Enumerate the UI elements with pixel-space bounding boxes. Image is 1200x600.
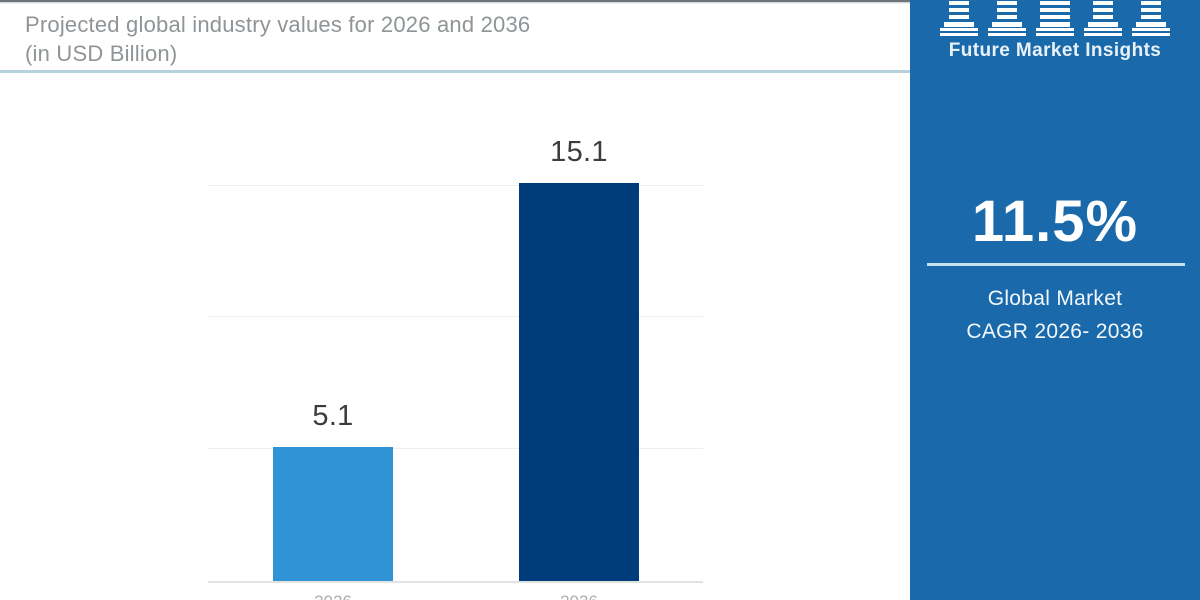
x-axis-label-2026: 2026: [233, 592, 433, 600]
gridline-5: [208, 448, 703, 449]
x-axis-label-2036: 2036: [479, 592, 679, 600]
pillar-icon: [1132, 0, 1170, 37]
gridline-15: [208, 185, 703, 186]
pillar-icon: [940, 0, 978, 37]
cagr-value: 11.5%: [971, 189, 1139, 254]
cagr-caption: Global Market CAGR 2026- 2036: [910, 282, 1200, 348]
bar-2036: [519, 183, 639, 581]
pillar-icon: [1036, 0, 1074, 37]
plot-area: 5.1 2026 15.1 2036: [208, 136, 703, 600]
fmi-logo: Future Market Insights: [910, 0, 1200, 61]
fmi-pillars-icon: [910, 0, 1200, 37]
title-underline: [0, 70, 910, 73]
gridline-10: [208, 316, 703, 317]
top-border: [0, 0, 910, 4]
bar-value-label-2036: 15.1: [550, 136, 608, 168]
cagr-divider: [927, 263, 1185, 266]
brand-name: Future Market Insights: [948, 40, 1162, 61]
chart-section: Projected global industry values for 202…: [0, 0, 910, 600]
brand-panel: Future Market Insights 11.5% Global Mark…: [910, 0, 1200, 600]
pillar-icon: [1084, 0, 1122, 37]
page-title-line2: (in USD Billion): [25, 41, 178, 66]
page-title: Projected global industry values for 202…: [25, 10, 530, 68]
bar-value-label-2026: 5.1: [312, 400, 354, 432]
cagr-caption-line1: Global Market: [987, 287, 1123, 310]
bar-2026: [273, 447, 393, 581]
page-title-line1: Projected global industry values for 202…: [25, 12, 531, 37]
cagr-caption-line2: CAGR 2026- 2036: [966, 320, 1144, 343]
pillar-icon: [988, 0, 1026, 37]
